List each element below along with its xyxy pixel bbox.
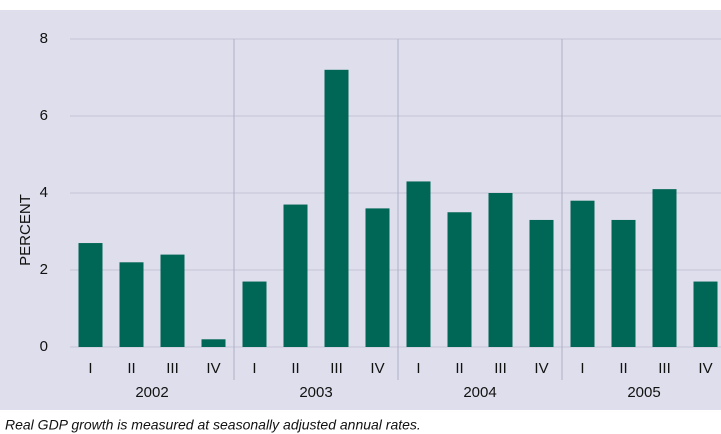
bar bbox=[242, 281, 267, 347]
bar bbox=[160, 254, 185, 347]
x-tick-label: III bbox=[494, 360, 507, 377]
x-tick-label: I bbox=[252, 360, 256, 377]
y-tick-label: 2 bbox=[40, 261, 48, 278]
bar bbox=[447, 212, 472, 347]
group-label: 2004 bbox=[463, 384, 496, 401]
group-label: 2005 bbox=[627, 384, 660, 401]
x-tick-label: I bbox=[580, 360, 584, 377]
x-tick-label: IV bbox=[370, 360, 384, 377]
x-tick-label: I bbox=[416, 360, 420, 377]
x-tick-label: I bbox=[88, 360, 92, 377]
y-tick-label: 6 bbox=[40, 107, 48, 124]
x-tick-label: III bbox=[330, 360, 343, 377]
bar bbox=[693, 281, 718, 347]
bar bbox=[570, 200, 595, 347]
bar bbox=[324, 69, 349, 348]
x-tick-label: II bbox=[291, 360, 299, 377]
y-tick-label: 0 bbox=[40, 338, 48, 355]
x-tick-label: IV bbox=[698, 360, 712, 377]
bar bbox=[529, 219, 554, 347]
x-tick-label: IV bbox=[534, 360, 548, 377]
y-tick-label: 8 bbox=[40, 30, 48, 47]
bar bbox=[119, 262, 144, 347]
bar bbox=[611, 219, 636, 347]
y-axis-label: PERCENT bbox=[17, 194, 34, 266]
y-tick-label: 4 bbox=[40, 184, 48, 201]
background bbox=[0, 10, 721, 410]
x-tick-label: III bbox=[166, 360, 179, 377]
bar bbox=[201, 339, 226, 347]
x-tick-label: IV bbox=[206, 360, 220, 377]
note: Real GDP growth is measured at seasonall… bbox=[5, 417, 421, 433]
bar bbox=[283, 204, 308, 347]
x-tick-label: II bbox=[455, 360, 463, 377]
bar bbox=[78, 243, 103, 347]
group-label: 2003 bbox=[299, 384, 332, 401]
x-tick-label: II bbox=[127, 360, 135, 377]
bar bbox=[365, 208, 390, 347]
x-tick-label: III bbox=[658, 360, 671, 377]
group-label: 2002 bbox=[135, 384, 168, 401]
bar bbox=[406, 181, 431, 347]
x-tick-label: II bbox=[619, 360, 627, 377]
bar bbox=[652, 189, 677, 347]
bar bbox=[488, 193, 513, 347]
